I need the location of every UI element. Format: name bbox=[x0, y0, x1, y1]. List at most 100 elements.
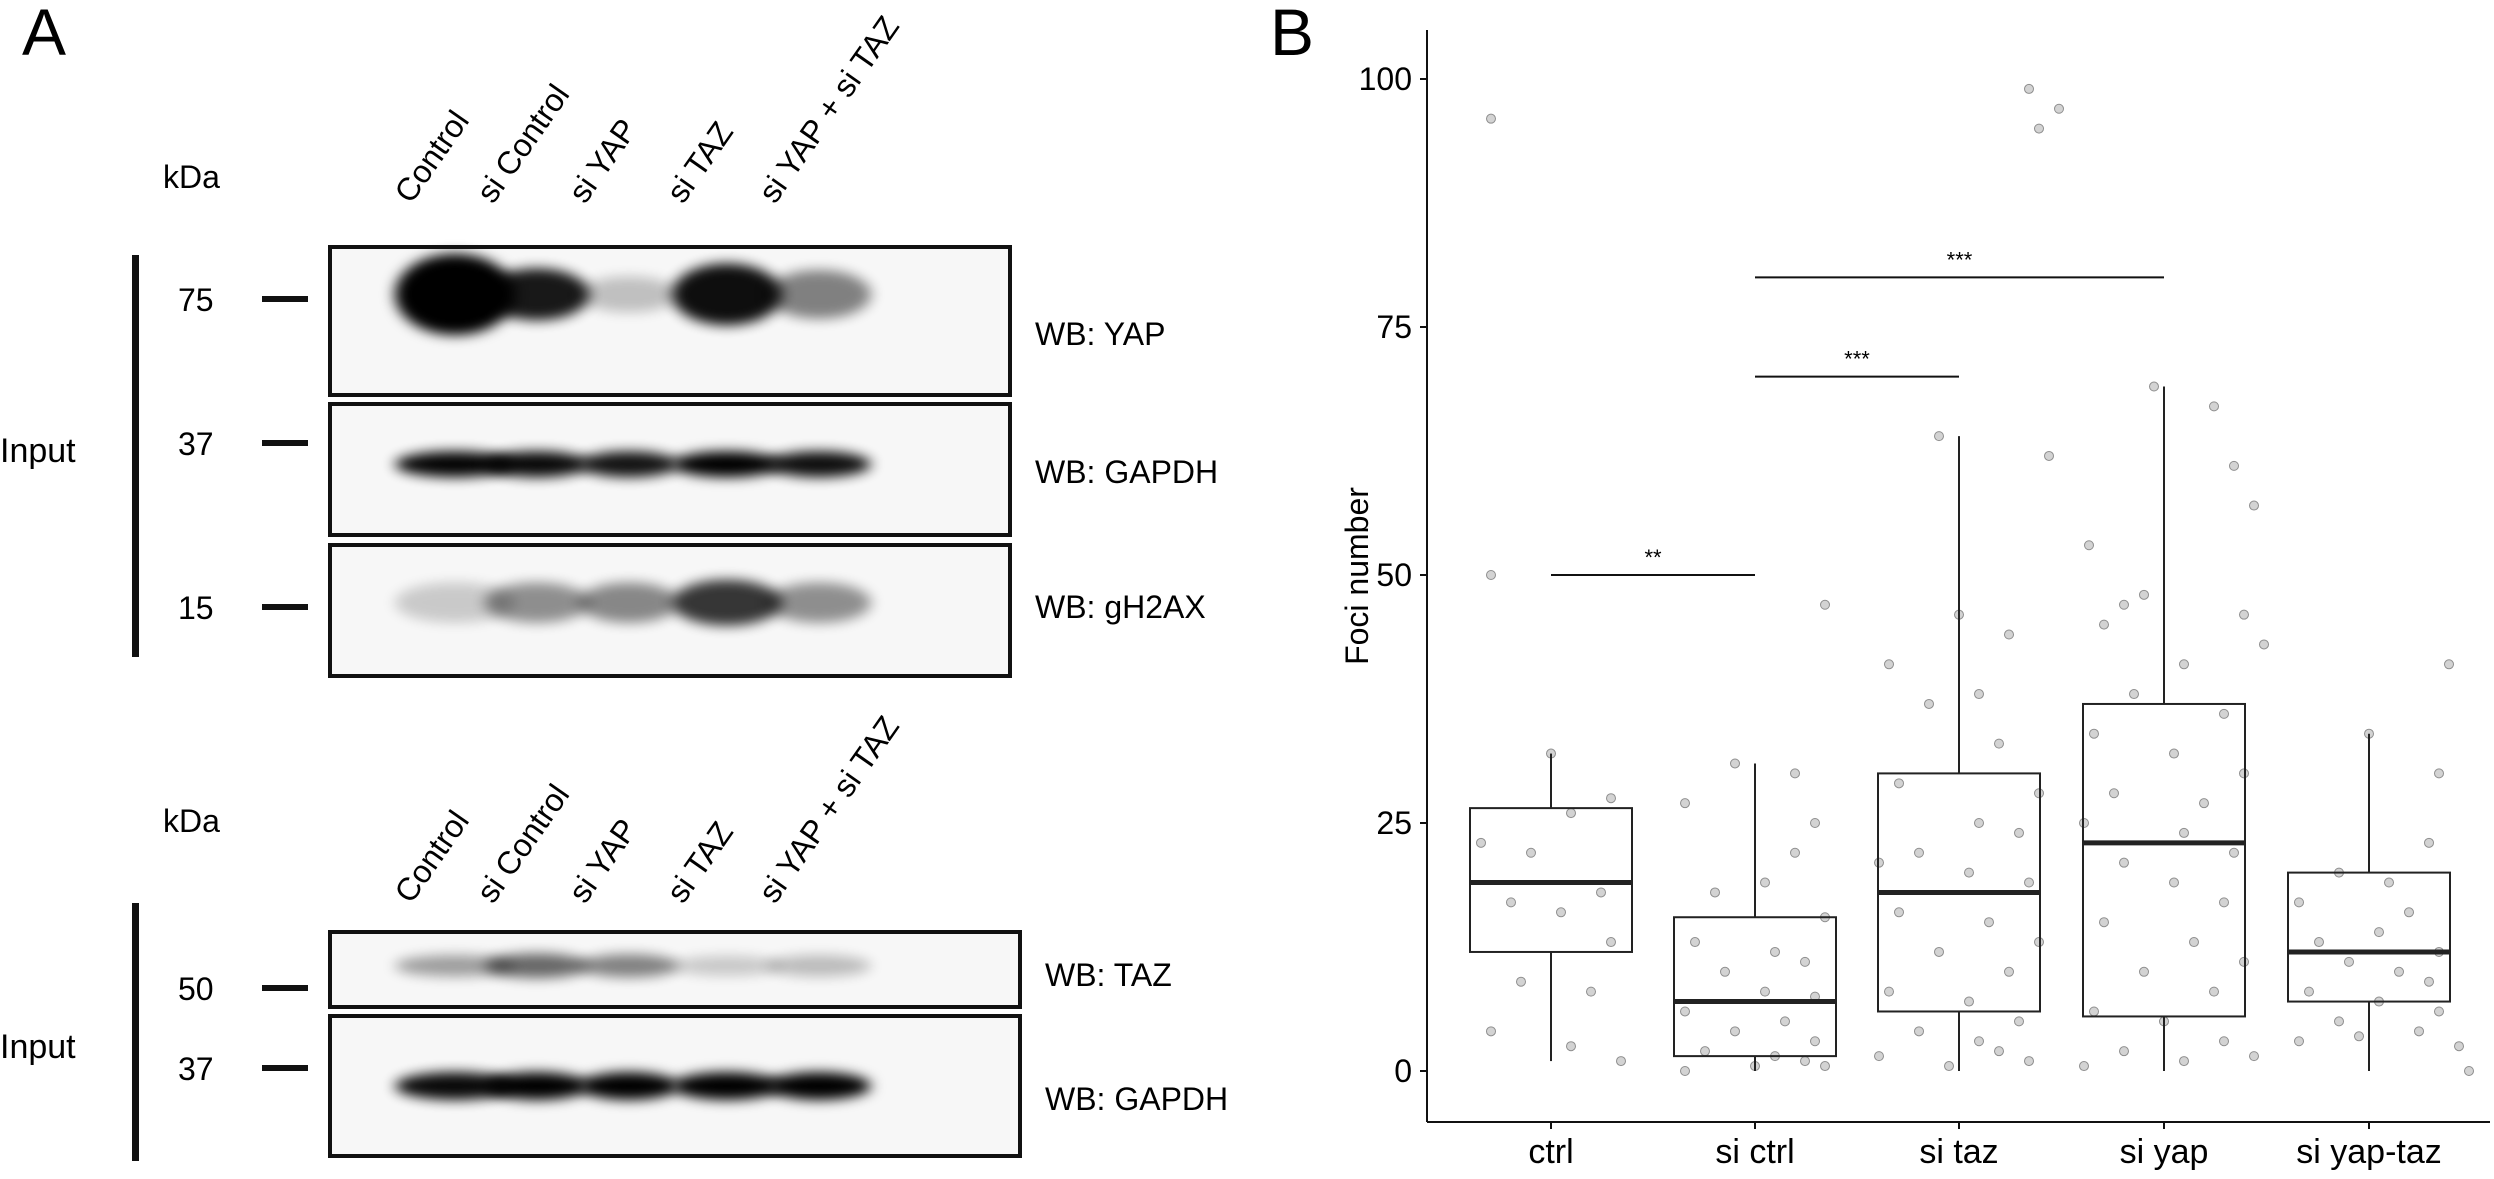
data-point-si-yap bbox=[2109, 788, 2119, 799]
data-point-si-taz bbox=[1994, 738, 2004, 749]
data-point-si-ctrl bbox=[1710, 887, 1720, 898]
data-point-si-yap bbox=[2139, 589, 2149, 600]
data-point-si-yap bbox=[2239, 609, 2249, 620]
band-lane-4 bbox=[672, 955, 782, 976]
data-point-ctrl bbox=[1616, 1056, 1626, 1067]
data-point-si-ctrl bbox=[1760, 877, 1770, 888]
data-point-si-yap-taz bbox=[2344, 956, 2354, 967]
band-lane-4 bbox=[672, 451, 782, 478]
data-point-ctrl bbox=[1486, 570, 1496, 580]
lane-label-si-taz: si TAZ bbox=[659, 815, 740, 909]
data-point-si-yap-taz bbox=[2444, 659, 2454, 670]
data-point-si-taz bbox=[2024, 1056, 2034, 1067]
lane-label-si-taz: si TAZ bbox=[659, 115, 740, 209]
band-lane-4 bbox=[672, 1072, 782, 1100]
lane-label-si-control: si Control bbox=[469, 78, 576, 209]
data-point-si-yap-taz bbox=[2294, 1036, 2304, 1047]
data-point-si-taz bbox=[2004, 629, 2014, 640]
data-point-si-yap bbox=[2249, 500, 2259, 511]
data-point-si-taz bbox=[1974, 689, 1984, 700]
data-point-ctrl bbox=[1586, 986, 1596, 997]
band-lane-5 bbox=[767, 1072, 871, 1100]
marker-label: 37 bbox=[178, 426, 214, 462]
data-point-si-yap-taz bbox=[2354, 1031, 2364, 1042]
data-point-si-yap-taz bbox=[2404, 907, 2414, 918]
data-point-si-yap bbox=[2139, 966, 2149, 977]
data-point-si-yap bbox=[2089, 728, 2099, 739]
band-lane-1 bbox=[395, 1072, 515, 1100]
data-point-si-yap-taz bbox=[2434, 1006, 2444, 1017]
data-point-ctrl bbox=[1596, 887, 1606, 898]
data-point-si-yap bbox=[2209, 986, 2219, 997]
significance-label: ** bbox=[1644, 545, 1662, 570]
data-point-si-yap bbox=[2169, 748, 2179, 759]
data-point-si-taz bbox=[1974, 818, 1984, 828]
data-point-si-taz bbox=[1894, 778, 1904, 789]
band-lane-2 bbox=[484, 451, 590, 478]
lane-label-si-yap-si-taz: si YAP + si TAZ bbox=[751, 709, 906, 909]
data-point-si-ctrl bbox=[1680, 1006, 1690, 1017]
data-point-si-taz bbox=[1964, 867, 1974, 878]
data-point-si-yap bbox=[2249, 1051, 2259, 1062]
data-point-si-yap bbox=[2189, 937, 2199, 948]
group-bracket-top bbox=[132, 255, 139, 657]
data-point-si-ctrl bbox=[1680, 1066, 1690, 1076]
band-lane-1 bbox=[395, 253, 515, 336]
panel-a-label: A bbox=[22, 0, 66, 69]
band-lane-1 bbox=[395, 582, 515, 623]
band-lane-4 bbox=[672, 579, 782, 626]
blot-gapdh-top: 37 WB: GAPDH bbox=[178, 402, 1218, 537]
blot-frame bbox=[328, 402, 1012, 537]
x-tick-label-ctrl: ctrl bbox=[1528, 1133, 1573, 1171]
y-tick-label: 25 bbox=[1376, 805, 1412, 841]
data-point-si-ctrl bbox=[1730, 758, 1740, 769]
data-point-si-taz bbox=[2024, 877, 2034, 888]
data-point-si-taz bbox=[1994, 1046, 2004, 1057]
y-tick-label: 100 bbox=[1359, 61, 1412, 97]
data-point-si-taz bbox=[1924, 698, 1934, 709]
data-point-si-ctrl bbox=[1780, 1016, 1790, 1027]
data-point-si-ctrl bbox=[1800, 956, 1810, 967]
band-lane-5 bbox=[767, 451, 871, 478]
data-point-ctrl bbox=[1486, 113, 1496, 124]
wb-label: WB: GAPDH bbox=[1035, 454, 1218, 490]
data-point-si-ctrl bbox=[1790, 768, 1800, 779]
data-point-si-ctrl bbox=[1760, 986, 1770, 997]
data-point-ctrl bbox=[1526, 847, 1536, 858]
data-point-si-yap-taz bbox=[2434, 768, 2444, 779]
y-axis-title: Foci number bbox=[1339, 487, 1375, 665]
y-tick-label: 0 bbox=[1394, 1053, 1412, 1089]
data-point-si-yap-taz bbox=[2334, 1016, 2344, 1027]
data-point-si-yap bbox=[2089, 1006, 2099, 1017]
blot-frame bbox=[328, 1014, 1022, 1158]
data-point-si-yap bbox=[2209, 401, 2219, 412]
blot-frame bbox=[328, 245, 1012, 397]
data-point-si-yap bbox=[2229, 847, 2239, 858]
data-point-si-ctrl bbox=[1770, 946, 1780, 957]
x-tick-label-si-ctrl: si ctrl bbox=[1715, 1133, 1794, 1171]
side-label-bottom: Input bbox=[0, 1028, 76, 1066]
data-point-si-yap bbox=[2179, 827, 2189, 838]
band-lane-2 bbox=[484, 953, 590, 979]
lane-label-si-control: si Control bbox=[469, 778, 576, 909]
data-point-si-ctrl bbox=[1820, 599, 1830, 610]
y-tick-label: 50 bbox=[1376, 557, 1412, 593]
data-point-si-ctrl bbox=[1820, 1061, 1830, 1072]
marker-label: 37 bbox=[178, 1051, 214, 1087]
band-lane-2 bbox=[484, 268, 590, 321]
x-ticks: ctrl si ctrl si taz si yap si yap-taz bbox=[1528, 1122, 2442, 1171]
data-point-ctrl bbox=[1606, 937, 1616, 948]
band-lane-3 bbox=[579, 1072, 679, 1100]
data-point-si-yap bbox=[2099, 917, 2109, 928]
data-point-si-yap-taz bbox=[2454, 1041, 2464, 1052]
blot-frame bbox=[328, 930, 1022, 1009]
box-si-ctrl bbox=[1673, 916, 1837, 1058]
boxes bbox=[1469, 386, 2451, 1071]
box-si-yap-taz bbox=[2287, 871, 2451, 1003]
data-point-ctrl bbox=[1566, 1041, 1576, 1052]
data-point-si-taz bbox=[1914, 847, 1924, 858]
marker-label: 75 bbox=[178, 282, 214, 318]
data-point-si-yap bbox=[2169, 877, 2179, 888]
